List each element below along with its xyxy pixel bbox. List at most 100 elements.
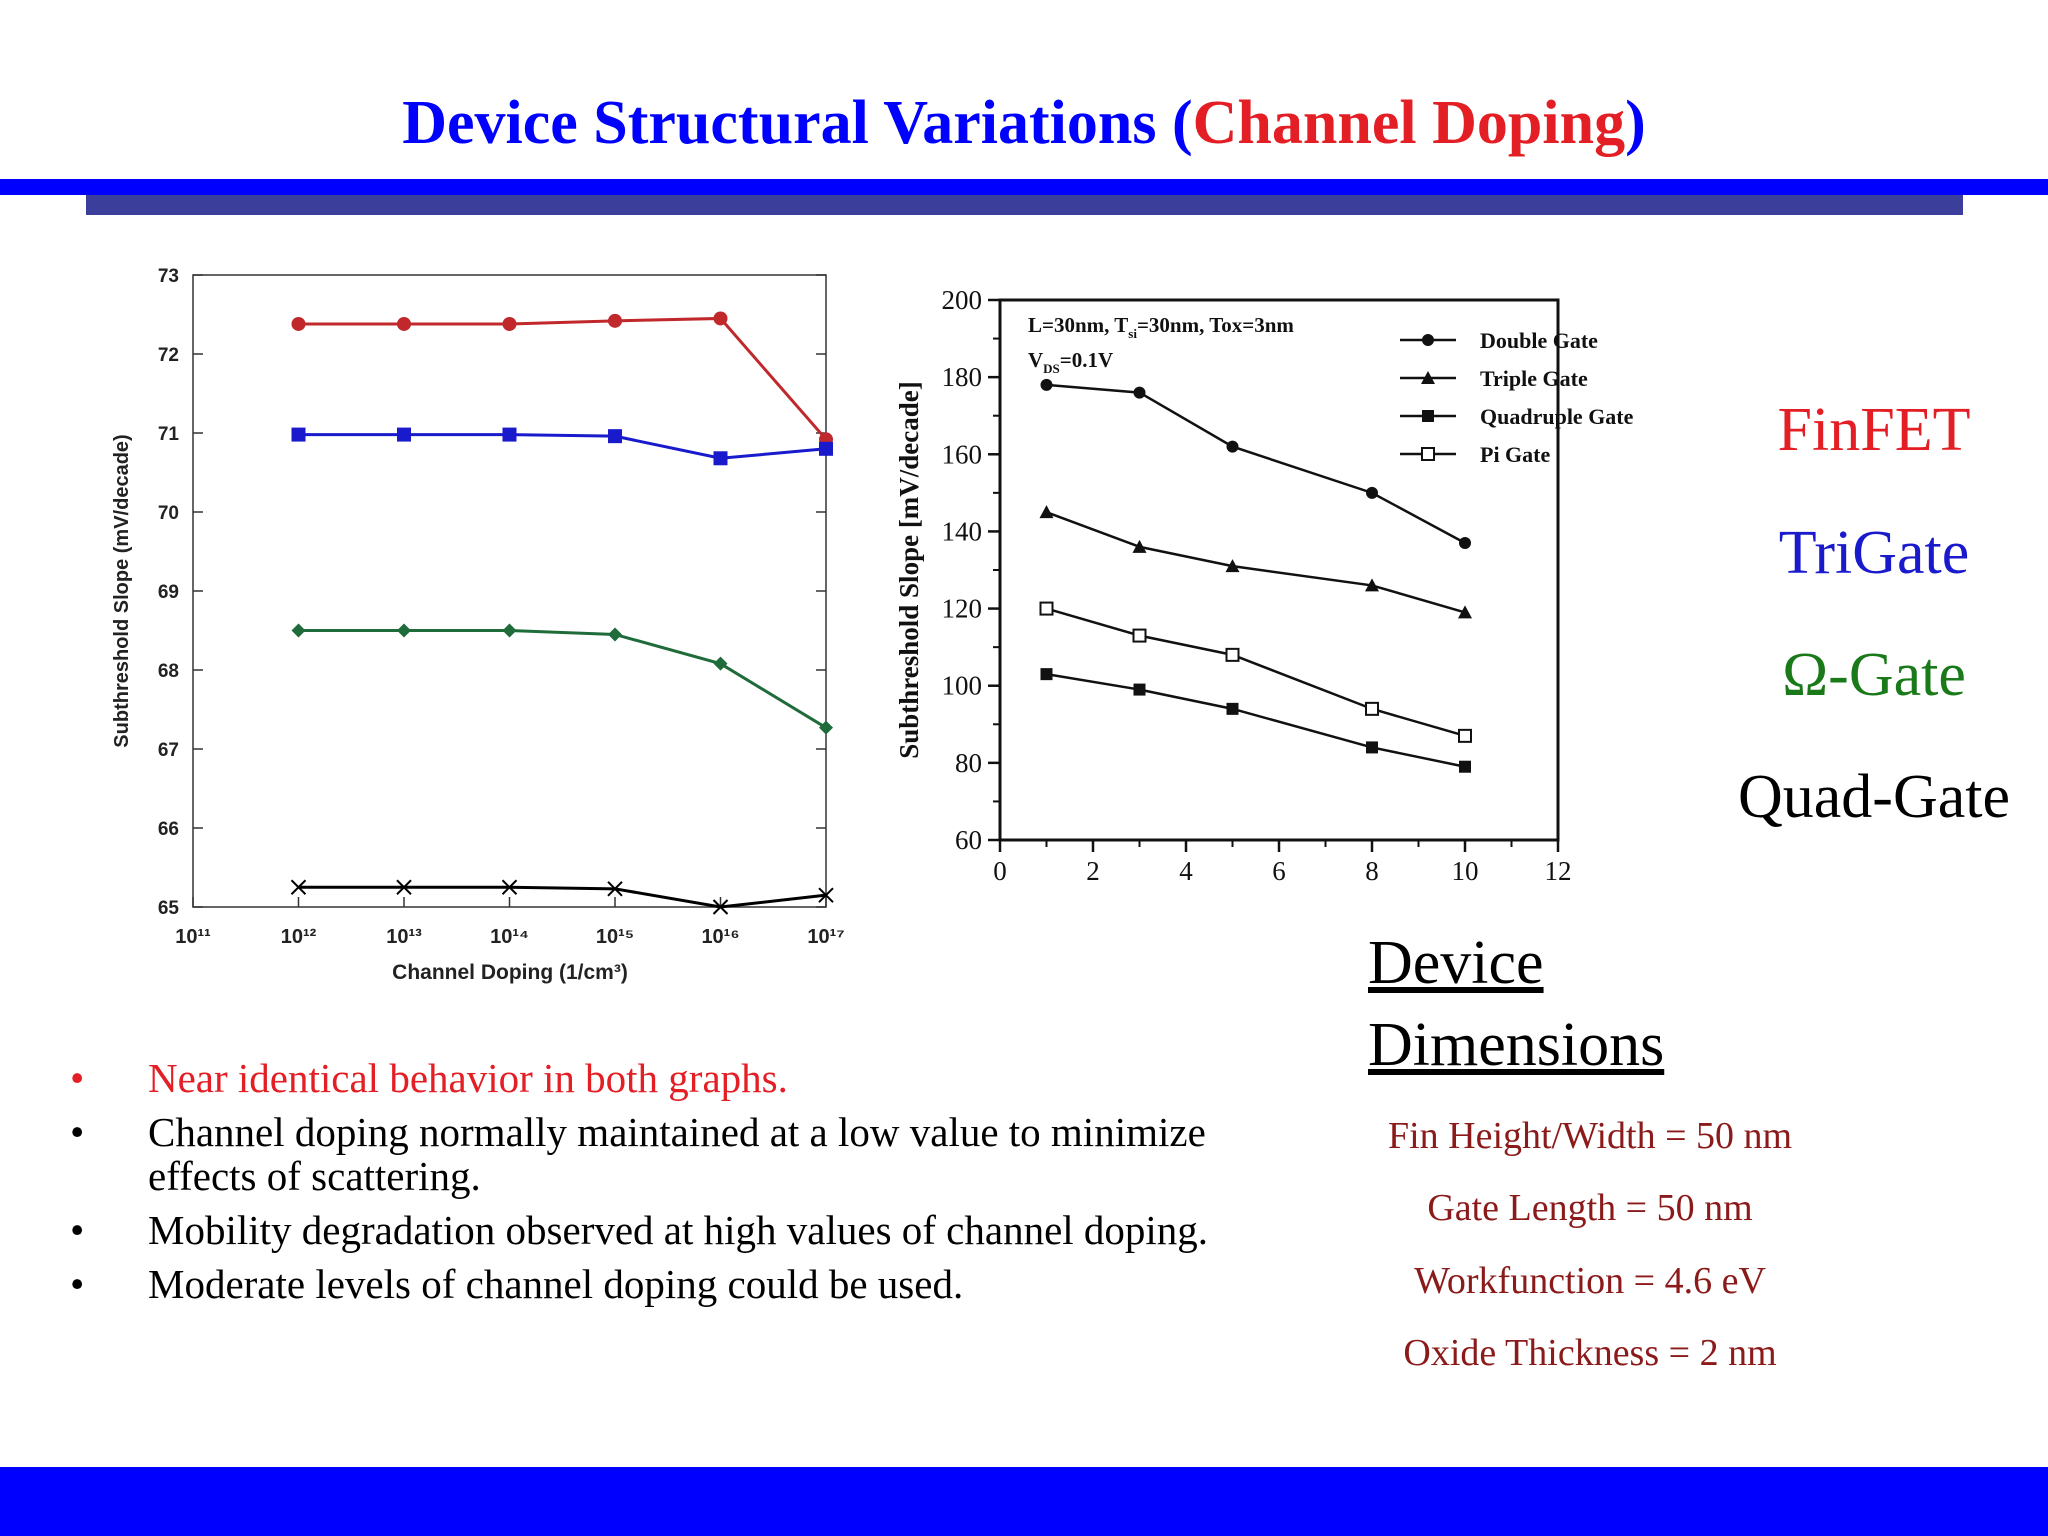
y-tick-label: 69 (158, 582, 179, 603)
x-tick-label: 4 (1179, 856, 1193, 886)
x-tick-label: 10¹¹ (175, 926, 211, 948)
x-tick-label: 10 (1452, 856, 1479, 886)
data-point (819, 441, 833, 456)
series-line (1046, 607, 1466, 738)
series-line (298, 316, 828, 441)
series-line (298, 885, 827, 909)
bullet-item: • Near identical behavior in both graphs. (70, 1056, 1250, 1100)
x-tick-label: 6 (1272, 856, 1286, 886)
bullet-text: Channel doping normally maintained at a … (148, 1109, 1206, 1199)
bullet-item: • Channel doping normally maintained at a… (70, 1110, 1250, 1198)
y-axis-label: Subthreshold Slope (mV/decade) (111, 434, 133, 747)
data-point (1422, 334, 1434, 346)
annotation-line1: L=30nm, Tsi=30nm, Tox=3nm (1028, 313, 1294, 341)
y-tick-label: 65 (158, 898, 180, 919)
data-point (502, 316, 517, 331)
title-accent: Channel Doping (1192, 89, 1626, 157)
chart-right-subthreshold-vs-param: 60 80 100 120 140 160 180 200 0 2 4 6 8 10 12 Double G… (894, 285, 1634, 886)
series-line (298, 433, 827, 460)
y-tick-label: 180 (942, 362, 983, 392)
bullet-dot-icon: • (70, 1055, 85, 1101)
data-point (1421, 447, 1435, 461)
title-close: ) (1625, 89, 1646, 157)
data-point (713, 656, 728, 671)
bullet-list: • Near identical behavior in both graphs.… (70, 1056, 1250, 1316)
device-dimensions-heading: Device Dimensions (1368, 922, 1664, 1086)
y-tick-label: 120 (942, 594, 983, 624)
x-tick-label: 12 (1545, 856, 1572, 886)
device-type-label: Ω-Gate (1782, 641, 1966, 709)
data-point (1132, 628, 1147, 643)
dimension-item: Workfunction = 4.6 eV (1414, 1260, 1766, 1302)
dimension-item: Gate Length = 50 nm (1427, 1187, 1753, 1229)
chart-left-subthreshold-vs-doping: 65 66 67 68 69 70 71 72 73 10¹¹ 10¹² 10¹³ 10¹⁴ 10¹⁵ 10… (111, 266, 845, 984)
dimension-item: Fin Height/Width = 50 nm (1387, 1115, 1793, 1157)
legend-entry: Double Gate (1400, 328, 1598, 353)
y-tick-label: 200 (942, 285, 983, 315)
x-tick-label: 10¹² (281, 926, 317, 948)
data-point (1365, 578, 1379, 592)
y-tick-label: 66 (158, 819, 179, 840)
data-point (396, 879, 412, 895)
x-tick-label: 10¹⁷ (807, 926, 844, 948)
series-line (1046, 383, 1466, 545)
x-tick-label: 8 (1365, 856, 1379, 886)
data-point (1458, 728, 1472, 743)
y-tick-label: 160 (942, 439, 983, 469)
data-point (713, 451, 728, 466)
data-point (1039, 505, 1054, 519)
data-point (712, 899, 729, 915)
y-tick-label: 60 (955, 825, 982, 855)
y-tick-label: 68 (158, 661, 179, 682)
title-rule-slate (86, 195, 1963, 215)
data-point (1225, 647, 1240, 662)
data-point (291, 427, 306, 442)
data-point (501, 879, 518, 895)
data-point (1366, 486, 1378, 499)
x-tick-label: 2 (1086, 856, 1100, 886)
data-point (1225, 559, 1240, 573)
series-line (1046, 510, 1466, 614)
legend-entry: Quadruple Gate (1400, 404, 1634, 429)
y-tick-label: 72 (158, 345, 179, 366)
x-axis-label: Channel Doping (1/cm³) (392, 961, 628, 984)
data-point (1226, 440, 1239, 453)
data-point (818, 887, 834, 903)
y-tick-label: 70 (158, 503, 179, 524)
data-point (608, 429, 622, 444)
data-point (502, 623, 517, 638)
data-point (1132, 539, 1147, 553)
bullet-text: Moderate levels of channel doping could … (148, 1261, 964, 1307)
x-tick-label: 0 (993, 856, 1007, 886)
legend-label: Triple Gate (1480, 366, 1588, 391)
title-main: Device Structural Variations ( (402, 89, 1193, 157)
data-point (502, 427, 517, 442)
data-point (290, 879, 307, 895)
x-tick-label: 10¹⁵ (596, 926, 634, 948)
data-point (1422, 410, 1434, 422)
data-point (291, 316, 306, 331)
device-type-label: TriGate (1778, 519, 1970, 587)
data-point (607, 881, 623, 897)
data-point (1039, 601, 1054, 616)
data-point (1040, 378, 1053, 391)
data-point (397, 316, 411, 331)
data-point (819, 720, 833, 735)
x-tick-label: 10¹⁴ (490, 926, 529, 948)
data-point (608, 313, 622, 328)
data-point (1459, 537, 1471, 549)
data-point (397, 427, 411, 442)
bullet-item: • Mobility degradation observed at high v… (70, 1208, 1250, 1252)
x-tick-label: 10¹³ (386, 926, 422, 948)
y-tick-label: 67 (158, 740, 179, 761)
y-tick-label: 71 (158, 424, 180, 445)
data-point (397, 623, 411, 638)
y-tick-label: 80 (955, 748, 982, 778)
legend-label: Double Gate (1480, 328, 1598, 353)
y-tick-label: 100 (942, 671, 983, 701)
data-point (1365, 701, 1379, 716)
plot-frame (998, 298, 1560, 842)
bullet-item: • Moderate levels of channel doping could… (70, 1262, 1250, 1306)
data-point (1226, 702, 1239, 715)
heading-line2: Dimensions (1368, 1011, 1665, 1079)
